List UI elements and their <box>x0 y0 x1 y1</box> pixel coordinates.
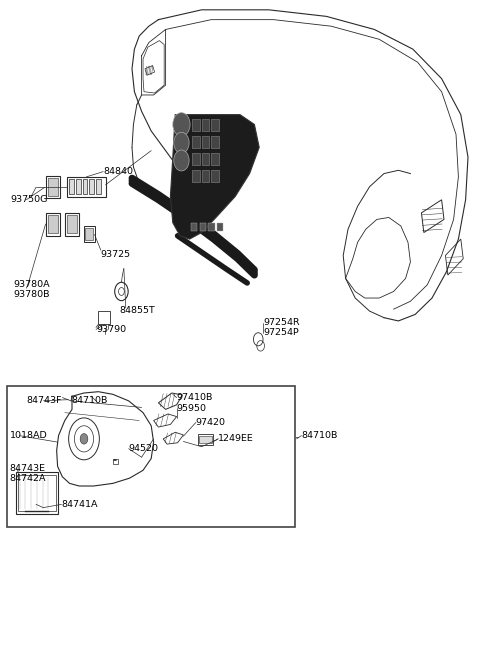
Bar <box>211 170 219 182</box>
Text: 97410B: 97410B <box>177 393 213 402</box>
Text: 93750G: 93750G <box>11 195 48 204</box>
Bar <box>211 153 219 165</box>
Text: 97420: 97420 <box>196 418 226 427</box>
Bar <box>199 436 212 443</box>
Text: 84855T: 84855T <box>119 306 155 315</box>
Bar <box>202 136 209 148</box>
Circle shape <box>80 434 88 444</box>
Bar <box>84 226 95 242</box>
Bar <box>200 223 206 231</box>
Bar <box>217 223 223 231</box>
Bar <box>202 170 209 182</box>
Bar <box>192 119 200 131</box>
Bar <box>76 179 81 194</box>
Circle shape <box>174 132 189 153</box>
Text: 84710B: 84710B <box>71 396 108 405</box>
Bar <box>96 179 101 194</box>
Bar <box>69 179 74 194</box>
Bar <box>67 177 106 196</box>
Bar <box>18 475 56 511</box>
Bar <box>211 119 219 131</box>
Text: 84840: 84840 <box>103 167 133 176</box>
Text: 93780B: 93780B <box>13 290 50 299</box>
Bar <box>48 178 58 196</box>
Bar <box>65 213 79 236</box>
Bar <box>16 472 58 514</box>
Bar <box>192 153 200 165</box>
Circle shape <box>174 150 189 171</box>
Bar <box>98 311 110 324</box>
Text: 95950: 95950 <box>177 403 206 413</box>
Text: 94520: 94520 <box>129 444 158 453</box>
Text: 84742A: 84742A <box>10 474 46 483</box>
Circle shape <box>173 113 190 136</box>
Polygon shape <box>170 115 259 239</box>
Text: 1249EE: 1249EE <box>218 434 254 443</box>
Text: 1018AD: 1018AD <box>10 431 48 440</box>
Bar <box>202 119 209 131</box>
Text: 97254R: 97254R <box>263 318 300 328</box>
Bar <box>85 228 93 240</box>
Bar <box>113 458 118 464</box>
Bar <box>46 176 60 198</box>
Text: 84743E: 84743E <box>10 464 46 473</box>
Bar <box>7 386 295 527</box>
Bar <box>67 215 77 233</box>
Bar <box>48 215 58 233</box>
Bar <box>208 223 215 231</box>
Bar <box>46 213 60 236</box>
Bar <box>211 136 219 148</box>
Text: 93790: 93790 <box>96 325 126 334</box>
Bar <box>89 179 94 194</box>
Bar <box>83 179 87 194</box>
Text: 84710B: 84710B <box>301 431 338 440</box>
Bar <box>192 170 200 182</box>
Bar <box>192 136 200 148</box>
Text: 93725: 93725 <box>101 250 131 259</box>
Text: 93780A: 93780A <box>13 280 50 290</box>
Bar <box>202 153 209 165</box>
Text: 97254P: 97254P <box>263 328 299 337</box>
Text: 84741A: 84741A <box>61 500 98 509</box>
Bar <box>191 223 197 231</box>
Text: 84743F: 84743F <box>26 396 62 405</box>
Bar <box>198 434 213 445</box>
